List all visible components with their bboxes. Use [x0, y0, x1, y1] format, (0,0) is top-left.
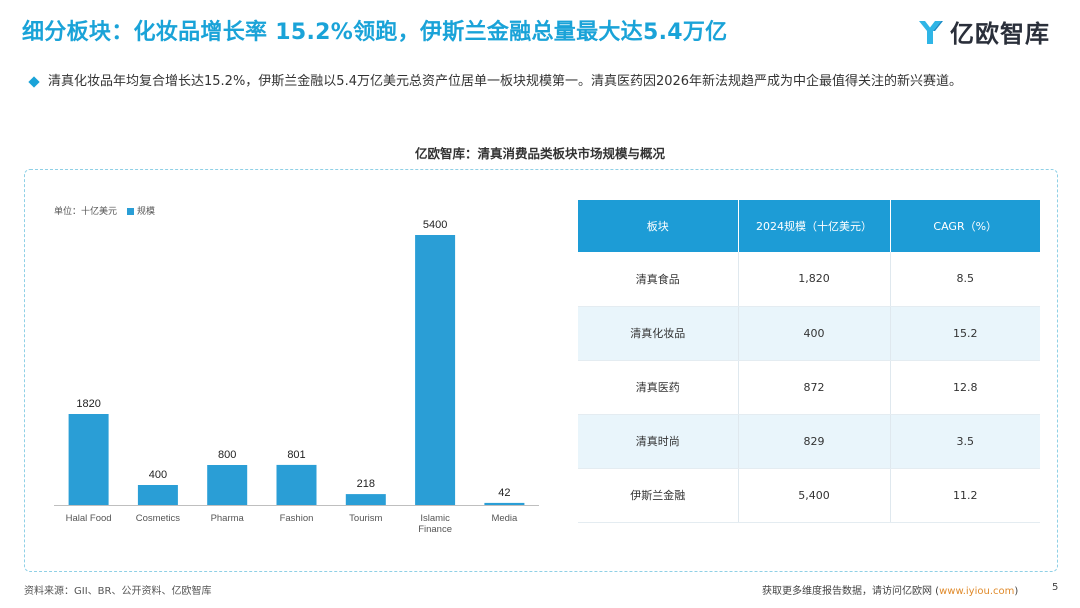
table-cell: 清真医药 — [578, 360, 739, 415]
table-cell: 清真食品 — [578, 252, 739, 307]
chart-legend: 单位：十亿美元 规模 — [54, 204, 155, 217]
bar — [276, 464, 317, 505]
brand-logo: 亿欧智库 — [916, 14, 1050, 49]
table-header-cell: 板块 — [578, 200, 739, 252]
summary-block: 清真化妆品年均复合增长达15.2%，伊斯兰金融以5.4万亿美元总资产位居单一板块… — [28, 72, 1050, 91]
table-cell: 清真化妆品 — [578, 306, 739, 361]
legend-swatch — [127, 208, 135, 215]
table-cell: 11.2 — [890, 468, 1040, 523]
logo-icon — [919, 20, 943, 44]
table-cell: 清真时尚 — [578, 414, 739, 469]
table-cell: 伊斯兰金融 — [578, 468, 739, 523]
footer-more-prefix: 获取更多维度报告数据，请访问亿欧网 ( — [762, 586, 940, 597]
x-tick-label: Tourism — [349, 513, 382, 524]
chart-subtitle: 亿欧智库：清真消费品类板块市场规模与概况 — [414, 146, 665, 161]
bar — [207, 465, 248, 505]
bar — [415, 235, 456, 505]
table-cell: 5,400 — [738, 468, 891, 523]
table-cell: 829 — [738, 414, 891, 469]
table-header-cell: CAGR（%） — [890, 200, 1040, 252]
bar — [484, 502, 525, 505]
table-cell: 12.8 — [890, 360, 1040, 415]
x-tick-label: Pharma — [211, 513, 245, 524]
table-header-cell: 2024规模（十亿美元） — [738, 200, 891, 252]
legend-series-label: 规模 — [137, 207, 156, 217]
table-cell: 3.5 — [890, 414, 1040, 469]
data-label: 42 — [498, 487, 510, 499]
data-label: 218 — [357, 478, 375, 490]
table-cell: 15.2 — [890, 306, 1040, 361]
footer-more-suffix: ) — [1014, 586, 1019, 597]
table-row: 清真医药 872 12.8 — [578, 360, 1040, 415]
table-cell: 400 — [738, 306, 891, 361]
bar-chart-svg: 1820 Halal Food 400 Cosmetics 800 Pharma 801 Fa… — [54, 219, 539, 535]
page-number: 5 — [1052, 582, 1059, 593]
table-row: 清真食品 1,820 8.5 — [578, 252, 1040, 307]
bar — [137, 485, 178, 505]
bar-chart: 单位：十亿美元 规模 1820 Halal Food 400 Cosmetics 800… — [24, 169, 554, 569]
source-note: 资料来源：GII、BR、公开资料、亿欧智库 — [24, 586, 212, 597]
table-row: 清真化妆品 400 15.2 — [578, 306, 1040, 361]
data-label: 800 — [218, 449, 236, 461]
table-cell: 8.5 — [890, 252, 1040, 307]
x-tick-label: Cosmetics — [136, 513, 181, 524]
site-link[interactable]: www.iyiou.com — [939, 586, 1015, 597]
data-label: 5400 — [423, 219, 447, 231]
x-tick-label: Media — [491, 513, 518, 524]
x-tick-label: Islamic — [420, 513, 450, 524]
table-cell: 872 — [738, 360, 891, 415]
summary-text: 清真化妆品年均复合增长达15.2%，伊斯兰金融以5.4万亿美元总资产位居单一板块… — [48, 74, 963, 89]
table-cell: 1,820 — [738, 252, 891, 307]
x-tick-label: Halal Food — [66, 513, 112, 524]
bar — [68, 414, 109, 505]
legend-series: 规模 — [127, 204, 155, 217]
table-row: 伊斯兰金融 5,400 11.2 — [578, 468, 1040, 523]
table-header-row: 板块 2024规模（十亿美元） CAGR（%） — [578, 200, 1040, 252]
data-label: 801 — [287, 449, 305, 461]
data-label: 1820 — [76, 398, 100, 410]
bar — [345, 494, 386, 505]
data-label: 400 — [149, 469, 167, 481]
segment-table: 板块 2024规模（十亿美元） CAGR（%） 清真食品 1,820 8.5 清… — [578, 200, 1040, 523]
x-tick-label: Fashion — [280, 513, 314, 524]
logo-text: 亿欧智库 — [950, 20, 1050, 48]
page-title: 细分板块：化妆品增长率 15.2%领跑，伊斯兰金融总量最大达5.4万亿 — [22, 20, 728, 45]
legend-unit: 单位：十亿美元 — [54, 207, 118, 217]
content-frame — [24, 169, 1058, 572]
table-row: 清真时尚 829 3.5 — [578, 414, 1040, 469]
x-tick-label: Finance — [418, 524, 452, 535]
footer-more: 获取更多维度报告数据，请访问亿欧网 (www.iyiou.com) — [762, 582, 1018, 597]
